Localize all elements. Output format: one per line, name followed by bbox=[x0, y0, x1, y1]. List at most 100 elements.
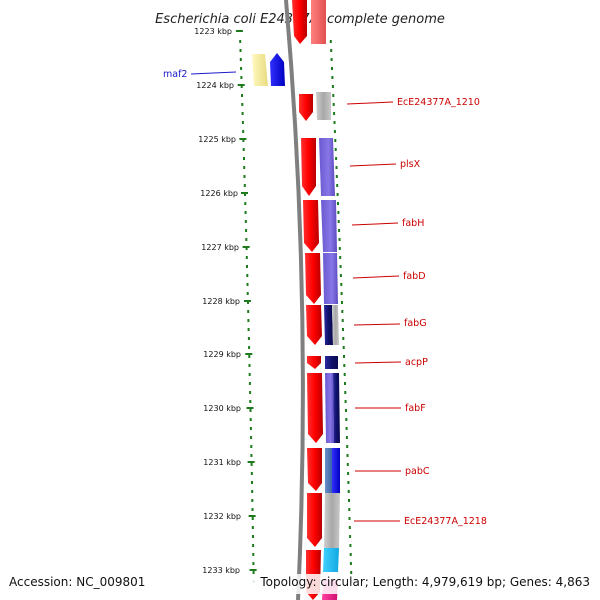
gene-label-pabc[interactable]: pabC bbox=[405, 466, 430, 477]
tick-dot bbox=[338, 247, 341, 250]
tick-dot bbox=[248, 346, 251, 349]
tick-dot bbox=[246, 283, 249, 286]
gene-label-plsx[interactable]: plsX bbox=[400, 159, 421, 170]
tick-dot bbox=[248, 373, 251, 376]
tick-dot bbox=[244, 220, 247, 223]
reverse-strand-genes bbox=[252, 53, 285, 86]
gene-label-maf2[interactable]: maf2 bbox=[163, 69, 187, 80]
kbp-label: 1227 kbp bbox=[201, 243, 239, 252]
tick-dot bbox=[251, 508, 254, 511]
footer-background bbox=[0, 574, 600, 594]
tick-dot bbox=[332, 103, 335, 106]
tick-dot bbox=[334, 139, 337, 142]
track-block bbox=[325, 373, 334, 443]
major-tick bbox=[247, 461, 255, 463]
topology-text: Topology: circular; Length: 4,979,619 bp… bbox=[259, 575, 590, 589]
tick-dot bbox=[343, 364, 346, 367]
tick-dot bbox=[248, 355, 251, 358]
tick-dot bbox=[331, 76, 334, 79]
tick-dot bbox=[342, 337, 345, 340]
tick-dot bbox=[330, 49, 333, 52]
tick-dot bbox=[247, 310, 250, 313]
tick-dot bbox=[245, 247, 248, 250]
tick-dot bbox=[250, 445, 253, 448]
tick-dot bbox=[249, 400, 252, 403]
tick-dot bbox=[348, 526, 351, 529]
label-leaders bbox=[190, 71, 402, 522]
tick-dot bbox=[333, 130, 336, 133]
cds-arrow bbox=[307, 448, 322, 491]
ruler-tick-dots bbox=[235, 30, 353, 583]
gene-label-fabh[interactable]: fabH bbox=[402, 218, 424, 229]
tick-dot bbox=[251, 526, 254, 529]
tick-dot bbox=[239, 49, 242, 52]
tick-dot bbox=[243, 166, 246, 169]
kbp-label: 1231 kbp bbox=[203, 458, 241, 467]
tick-dot bbox=[349, 562, 352, 565]
gene-labels: maf2 EcE24377A_1210 plsX fabH fabD fabG … bbox=[163, 69, 487, 527]
tick-dot bbox=[347, 481, 350, 484]
kbp-label: 1225 kbp bbox=[198, 135, 236, 144]
track-block bbox=[316, 92, 331, 120]
kbp-label: 1228 kbp bbox=[202, 297, 240, 306]
tick-dot bbox=[246, 274, 249, 277]
tick-dot bbox=[349, 544, 352, 547]
leader-line bbox=[353, 323, 401, 326]
cds-arrow bbox=[307, 356, 321, 369]
tick-dot bbox=[335, 175, 338, 178]
leader-line bbox=[346, 101, 394, 105]
tick-dot bbox=[247, 301, 249, 304]
tick-dot bbox=[345, 418, 348, 421]
tick-dot bbox=[252, 535, 254, 538]
track-block bbox=[332, 305, 339, 345]
maf2-gene-arrow bbox=[270, 53, 285, 86]
tick-dot bbox=[246, 265, 248, 268]
kbp-label: 1230 kbp bbox=[203, 404, 241, 413]
track-block bbox=[324, 493, 340, 548]
kbp-label: 1232 kbp bbox=[203, 512, 241, 521]
major-tick bbox=[241, 192, 248, 194]
genome-backbone-arc bbox=[284, 0, 305, 600]
cds-arrow bbox=[306, 305, 322, 345]
gene-label-ece24377a-1210[interactable]: EcE24377A_1210 bbox=[397, 97, 480, 108]
tick-dot bbox=[342, 328, 344, 331]
tick-dot bbox=[334, 148, 337, 151]
tick-dot bbox=[332, 94, 335, 97]
tick-dot bbox=[244, 193, 246, 196]
tick-dot bbox=[343, 355, 345, 358]
gene-label-fabd[interactable]: fabD bbox=[403, 271, 426, 282]
tick-dot bbox=[347, 472, 350, 475]
track-block bbox=[325, 448, 332, 493]
tick-dot bbox=[244, 211, 247, 214]
gene-label-fabf[interactable]: fabF bbox=[405, 403, 426, 414]
tick-dot bbox=[335, 166, 338, 169]
major-tick bbox=[244, 300, 251, 302]
tick-dot bbox=[338, 229, 341, 232]
tick-dot bbox=[241, 103, 244, 106]
tick-dot bbox=[341, 310, 344, 313]
tick-dot bbox=[345, 409, 347, 412]
track-block bbox=[332, 448, 340, 493]
cds-arrow bbox=[307, 493, 322, 547]
tick-dot bbox=[348, 508, 351, 511]
track-block bbox=[325, 356, 338, 369]
pseudo-gene-block bbox=[252, 54, 268, 86]
tick-dot bbox=[350, 571, 353, 574]
tick-dot bbox=[249, 409, 252, 412]
tick-dot bbox=[248, 382, 251, 385]
tick-dot bbox=[346, 463, 349, 466]
accession-text: Accession: NC_009801 bbox=[9, 575, 145, 589]
tick-dot bbox=[346, 454, 349, 457]
gene-label-acpp[interactable]: acpP bbox=[405, 357, 428, 368]
tick-dot bbox=[345, 436, 348, 439]
gene-label-ece24377a-1218[interactable]: EcE24377A_1218 bbox=[404, 516, 487, 527]
tick-dot bbox=[333, 112, 336, 115]
tick-dot bbox=[240, 85, 243, 88]
gene-label-fabg[interactable]: fabG bbox=[404, 318, 427, 329]
track-block bbox=[323, 548, 339, 572]
tick-dot bbox=[247, 328, 250, 331]
major-tick bbox=[248, 515, 256, 517]
tick-dot bbox=[250, 463, 253, 466]
track-block bbox=[323, 253, 338, 304]
